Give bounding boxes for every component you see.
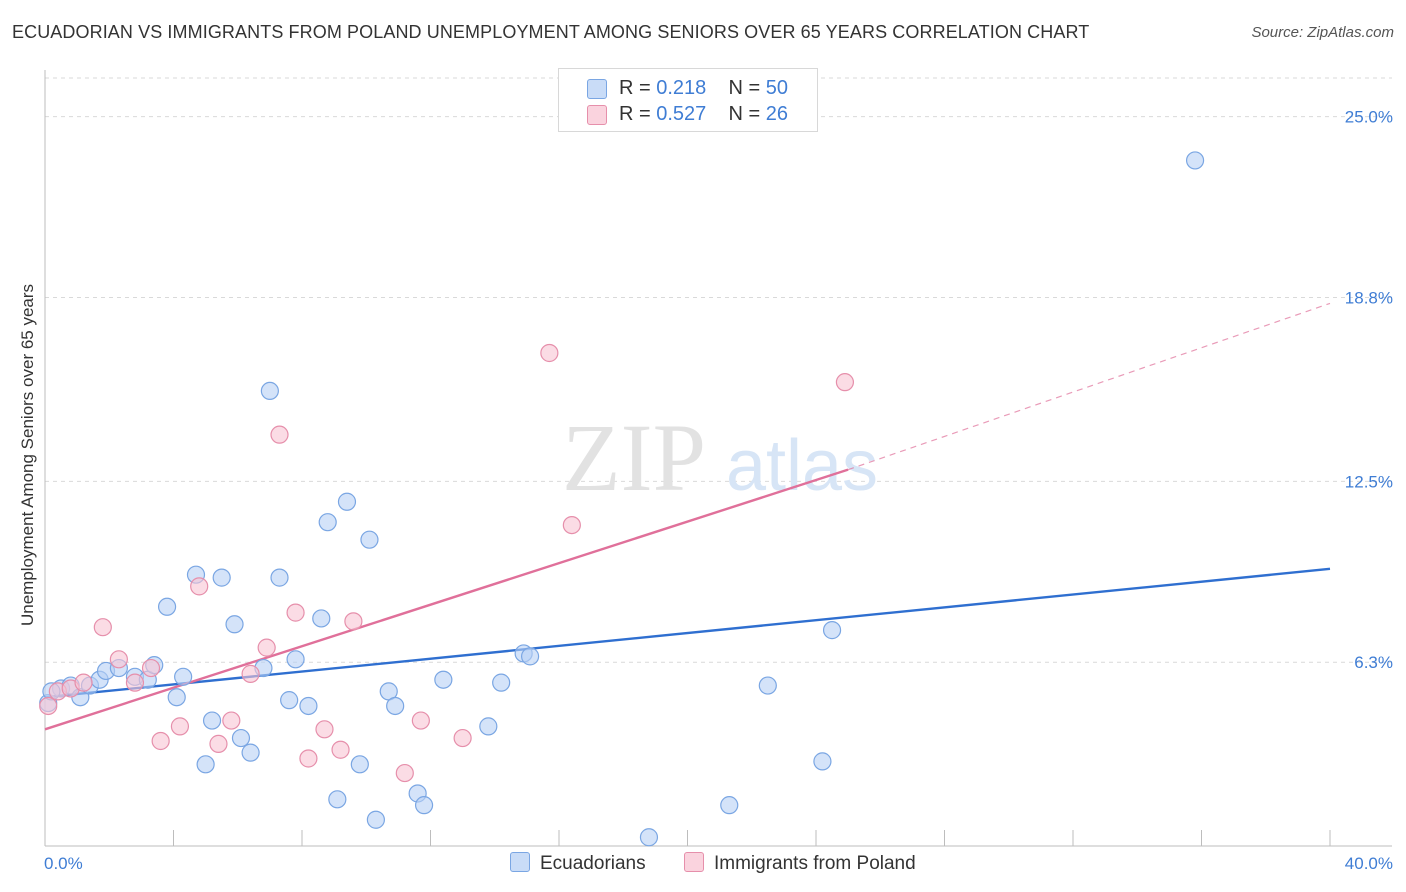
ecuadorian-point: [822, 621, 842, 640]
poland-point: [453, 728, 472, 748]
ecuadorian-point: [366, 810, 385, 829]
ecuadorian-point: [299, 696, 318, 716]
watermark-atlas: atlas: [726, 426, 878, 506]
ecuadorian-point: [202, 711, 222, 730]
poland-point: [125, 673, 145, 692]
ecuadorian-point: [479, 717, 498, 736]
ecuadorian-point: [196, 755, 215, 774]
y-tick-label: 25.0%: [1345, 108, 1393, 127]
ecuadorian-point: [260, 381, 279, 401]
poland-point: [299, 749, 318, 768]
axes: [44, 70, 1392, 847]
ecuadorian-point: [350, 755, 369, 774]
ecuadorian-point: [280, 691, 299, 710]
y-tick-label: 12.5%: [1345, 472, 1393, 491]
poland-point: [286, 603, 305, 622]
tick-labels: 6.3% 12.5% 18.8% 25.0% 0.0% 40.0%: [44, 108, 1393, 873]
ecuadorian-point: [312, 609, 331, 628]
poland-point: [395, 763, 414, 783]
legend-n-label: N =: [728, 77, 761, 99]
ecuadorian-point: [212, 568, 231, 587]
legend-swatch-blue: [587, 79, 607, 99]
poland-point: [257, 638, 276, 657]
ecuadorian-point: [758, 676, 777, 695]
ecuadorian-point: [318, 513, 337, 532]
poland-point: [93, 618, 112, 637]
data-points: [39, 151, 1205, 847]
bottom-legend-ecuadorians: Ecuadorians: [510, 852, 646, 875]
ecuadorian-point: [157, 597, 177, 616]
ecuadorian-point: [639, 828, 659, 847]
y-tick-label: 6.3%: [1354, 653, 1393, 672]
legend-r-value: 0.527: [656, 103, 707, 125]
ecuadorian-point: [813, 752, 832, 771]
poland-point: [540, 343, 559, 363]
legend-swatch-pink: [587, 105, 607, 125]
y-axis-label: Unemployment Among Seniors over 65 years: [18, 283, 37, 627]
poland-point: [835, 373, 855, 392]
poland-point: [344, 612, 363, 631]
poland-point: [151, 731, 170, 751]
bottom-legend-poland: Immigrants from Poland: [684, 852, 916, 875]
poland-point: [315, 720, 334, 739]
legend-r-value: 0.218: [656, 77, 707, 99]
poland-point: [141, 658, 161, 678]
legend-n-value: 50: [765, 77, 789, 99]
ecuadorian-point: [328, 790, 347, 809]
ecuadorian-point: [167, 688, 186, 707]
legend-n-value: 26: [765, 103, 789, 125]
poland-point: [109, 650, 128, 669]
poland-point: [170, 717, 190, 736]
poland-point: [190, 577, 209, 596]
y-tick-label: 18.8%: [1345, 289, 1393, 308]
ecuadorian-trend-line: [44, 567, 1331, 699]
ecuadorian-point: [434, 670, 453, 689]
poland-point: [39, 696, 58, 716]
poland-point: [562, 515, 581, 535]
poland-point: [74, 673, 93, 692]
ecuadorian-point: [1185, 151, 1205, 170]
legend-n-label: N =: [728, 103, 761, 125]
bottom-legend-label: Immigrants from Poland: [714, 853, 916, 874]
bottom-legend-label: Ecuadorians: [540, 853, 646, 874]
ecuadorian-point: [225, 615, 244, 634]
poland-point: [270, 425, 289, 444]
ecuadorian-point: [386, 696, 405, 716]
stats-legend: R = 0.218 N = 50 R = 0.527 N = 26: [558, 68, 818, 132]
ecuadorian-point: [286, 650, 305, 669]
legend-r-label: R =: [619, 77, 651, 99]
ecuadorian-point: [520, 647, 540, 666]
poland-point: [241, 664, 260, 683]
trend-lines: [44, 302, 1331, 731]
bottom-legend-swatch-blue: [510, 852, 530, 872]
ecuadorian-point: [270, 568, 289, 587]
source-credit: Source: ZipAtlas.com: [1251, 24, 1394, 41]
poland-point: [411, 711, 430, 730]
poland-trend-extension: [847, 302, 1331, 471]
ecuadorian-point: [492, 673, 511, 692]
x-tick-label-min: 0.0%: [44, 854, 83, 873]
legend-r-label: R =: [619, 103, 651, 125]
ecuadorian-point: [231, 728, 251, 748]
ecuadorian-point: [720, 796, 739, 815]
poland-point: [331, 740, 350, 759]
watermark-zip: ZIP: [562, 404, 706, 511]
x-tick-label-max: 40.0%: [1345, 854, 1393, 873]
poland-point: [209, 734, 228, 753]
ecuadorian-point: [241, 743, 260, 762]
ecuadorian-point: [360, 530, 379, 549]
poland-trend-line: [44, 468, 849, 731]
chart-title: ECUADORIAN VS IMMIGRANTS FROM POLAND UNE…: [12, 22, 1090, 42]
bottom-legend-swatch-pink: [684, 852, 704, 872]
ecuadorian-point: [174, 667, 193, 686]
ecuadorian-point: [414, 796, 434, 815]
ecuadorian-point: [337, 492, 357, 511]
poland-point: [222, 711, 241, 730]
